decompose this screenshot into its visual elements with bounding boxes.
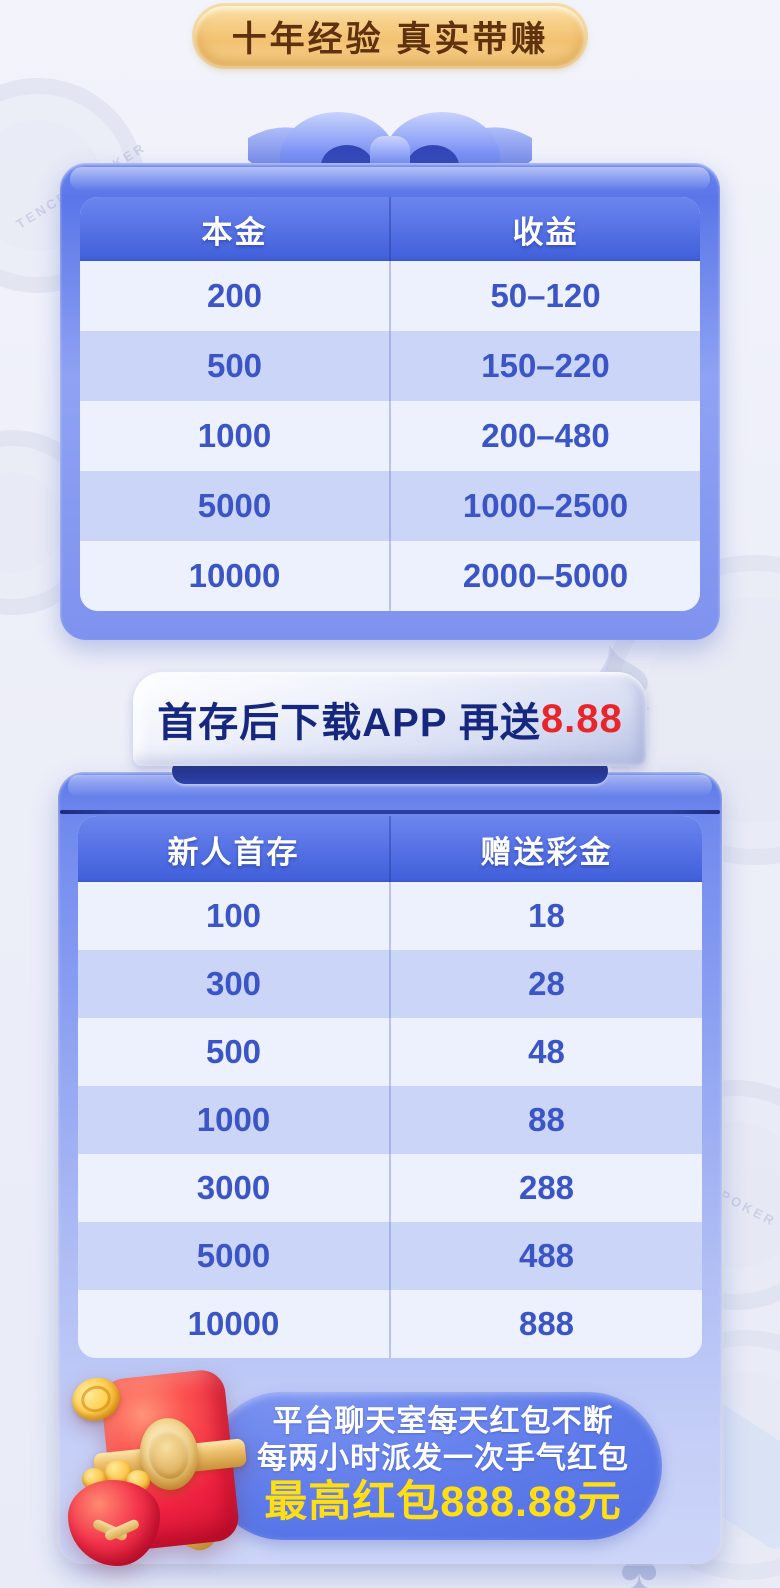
red-envelope-icon [66, 1367, 303, 1576]
table-cell: 200–480 [389, 401, 700, 471]
banner-bonus-amount: 8.88 [540, 696, 623, 741]
header-cell-principal: 本金 [201, 214, 268, 250]
table-cell: 500 [205, 1033, 262, 1070]
promo-highlight: 最高红包888.88元 [264, 1478, 622, 1527]
table-cell: 5000 [196, 1237, 271, 1274]
table-row: 500 48 [78, 1018, 702, 1086]
table-cell: 500 [206, 347, 263, 384]
table-cell: 10000 [188, 557, 281, 594]
table-cell: 300 [205, 965, 262, 1002]
app-download-banner[interactable]: 首存后下载APP 再送 8.88 [133, 672, 647, 766]
table-cell: 48 [389, 1018, 702, 1086]
deposit-bonus-box: 新人首存 赠送彩金 100 18 300 28 500 48 1000 88 3000 288 50… [58, 772, 722, 1566]
redpacket-promo-pill: 平台聊天室每天红包不断 每两小时派发一次手气红包 最高红包888.88元 [208, 1392, 662, 1540]
table-header-row: 新人首存 赠送彩金 [78, 816, 702, 882]
table-row: 200 50–120 [80, 261, 700, 331]
table-cell: 1000–2500 [389, 471, 700, 541]
table-cell: 88 [389, 1086, 702, 1154]
table-row: 3000 288 [78, 1154, 702, 1222]
table-header-row: 本金 收益 [80, 197, 700, 261]
profit-table-body: 200 50–120 500 150–220 1000 200–480 5000 1000–2… [80, 261, 700, 611]
table-cell: 5000 [197, 487, 272, 524]
table-cell: 1000 [196, 1101, 271, 1138]
table-row: 5000 1000–2500 [80, 471, 700, 541]
table-row: 10000 2000–5000 [80, 541, 700, 611]
deposit-table-body: 100 18 300 28 500 48 1000 88 3000 288 5000 488 10000… [78, 882, 702, 1358]
table-cell: 150–220 [389, 331, 700, 401]
experience-badge: 十年经验 真实带赚 [195, 6, 585, 66]
table-cell: 18 [389, 882, 702, 950]
promo-line-2: 每两小时派发一次手气红包 [257, 1441, 629, 1475]
table-cell: 2000–5000 [389, 541, 700, 611]
table-cell: 1000 [197, 417, 272, 454]
table-row: 300 28 [78, 950, 702, 1018]
table-row: 1000 88 [78, 1086, 702, 1154]
profit-table: 本金 收益 200 50–120 500 150–220 1000 200–480 5000… [80, 197, 700, 611]
table-cell: 288 [389, 1154, 702, 1222]
pouch-bow-icon [94, 1516, 138, 1544]
promo-line-1: 平台聊天室每天红包不断 [272, 1405, 614, 1439]
header-cell-bonus: 赠送彩金 [389, 816, 702, 882]
table-cell: 3000 [196, 1169, 271, 1206]
header-cell-profit: 收益 [389, 197, 700, 261]
table-row: 100 18 [78, 882, 702, 950]
table-row: 1000 200–480 [80, 401, 700, 471]
table-cell: 28 [389, 950, 702, 1018]
badge-label: 十年经验 真实带赚 [231, 19, 549, 59]
deposit-table: 新人首存 赠送彩金 100 18 300 28 500 48 1000 88 3000 288 50… [78, 816, 702, 1358]
table-row: 5000 488 [78, 1222, 702, 1290]
table-cell: 100 [205, 897, 262, 934]
table-cell: 888 [389, 1290, 702, 1358]
table-cell: 488 [389, 1222, 702, 1290]
table-row: 500 150–220 [80, 331, 700, 401]
table-cell: 50–120 [389, 261, 700, 331]
table-cell: 10000 [187, 1305, 280, 1342]
banner-text: 首存后下载APP 再送 [157, 701, 541, 745]
profit-gift-box: 本金 收益 200 50–120 500 150–220 1000 200–480 5000… [60, 163, 720, 640]
table-row: 10000 888 [78, 1290, 702, 1358]
table-cell: 200 [206, 277, 263, 314]
header-cell-first-deposit: 新人首存 [167, 834, 300, 870]
